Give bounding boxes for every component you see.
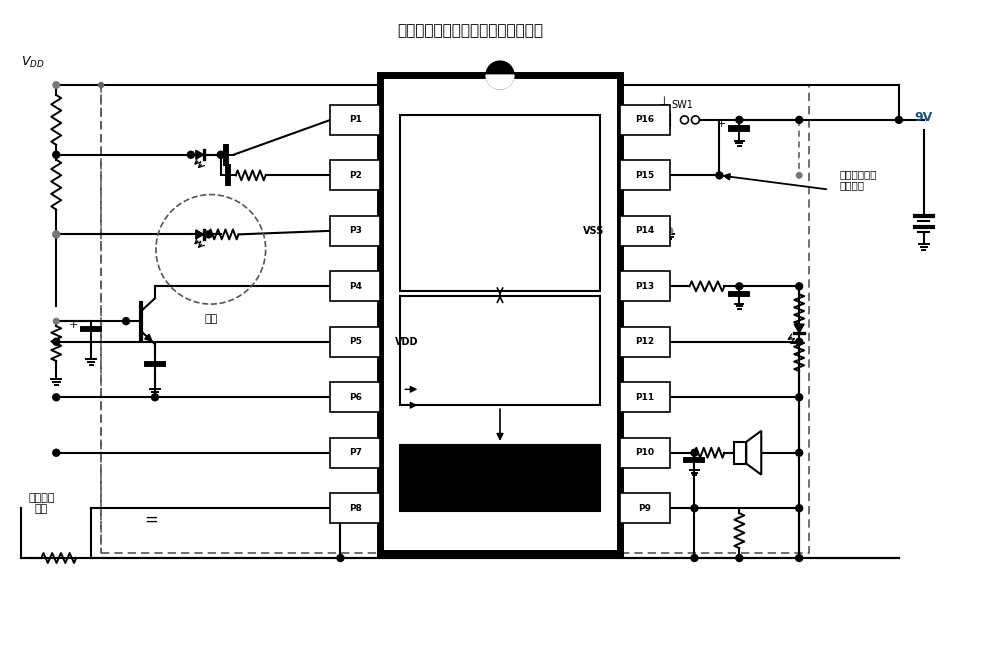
Circle shape <box>52 150 60 159</box>
Circle shape <box>735 282 744 290</box>
Text: P11: P11 <box>635 393 654 402</box>
Bar <box>620 327 670 356</box>
Circle shape <box>795 116 803 124</box>
Text: P2: P2 <box>349 171 362 180</box>
Text: P6: P6 <box>349 393 362 402</box>
Circle shape <box>52 81 60 89</box>
Circle shape <box>151 393 159 402</box>
Circle shape <box>52 449 60 457</box>
Text: 烟腔: 烟腔 <box>204 314 217 324</box>
Circle shape <box>122 317 130 325</box>
Bar <box>620 493 670 523</box>
Text: VDD: VDD <box>395 337 419 347</box>
Bar <box>330 160 380 190</box>
Circle shape <box>666 227 674 235</box>
Bar <box>101 85 809 553</box>
Bar <box>330 216 380 246</box>
Polygon shape <box>746 431 761 475</box>
Bar <box>400 296 600 405</box>
Text: P7: P7 <box>349 448 362 457</box>
Bar <box>400 445 600 511</box>
Text: P10: P10 <box>635 448 654 457</box>
Bar <box>620 383 670 412</box>
Text: P14: P14 <box>635 226 654 235</box>
Bar <box>380 75 620 553</box>
Text: P12: P12 <box>635 337 654 347</box>
Circle shape <box>735 116 744 124</box>
Bar <box>620 160 670 190</box>
Wedge shape <box>486 75 514 89</box>
Circle shape <box>690 449 699 457</box>
Text: P5: P5 <box>349 337 362 347</box>
Circle shape <box>336 554 345 562</box>
Text: SW1: SW1 <box>672 100 693 110</box>
Text: $V_{DD}$: $V_{DD}$ <box>21 55 45 70</box>
Bar <box>330 383 380 412</box>
Polygon shape <box>196 230 204 239</box>
Text: 非计时模式时
此处相连: 非计时模式时 此处相连 <box>839 169 877 190</box>
Circle shape <box>690 554 699 562</box>
Bar <box>330 271 380 301</box>
Bar <box>620 216 670 246</box>
Text: 计时模式或静音功能开启时此处连接: 计时模式或静音功能开启时此处连接 <box>397 23 543 38</box>
Text: 连接其他
单元: 连接其他 单元 <box>28 492 55 514</box>
Bar <box>620 271 670 301</box>
Text: =: = <box>144 511 158 529</box>
Bar <box>330 438 380 468</box>
Bar <box>330 493 380 523</box>
Circle shape <box>715 171 724 180</box>
Text: 9V: 9V <box>915 111 933 124</box>
Circle shape <box>735 554 744 562</box>
Text: +: + <box>717 120 726 129</box>
Circle shape <box>204 230 213 239</box>
Circle shape <box>895 116 903 124</box>
Circle shape <box>187 150 195 159</box>
Polygon shape <box>794 324 804 333</box>
Bar <box>620 105 670 135</box>
Text: P8: P8 <box>349 504 362 513</box>
Circle shape <box>796 172 803 179</box>
Text: P1: P1 <box>349 115 362 124</box>
Text: VSS: VSS <box>583 226 605 236</box>
Circle shape <box>795 337 803 346</box>
Circle shape <box>690 504 699 513</box>
Bar <box>734 442 746 464</box>
Bar <box>400 115 600 291</box>
Polygon shape <box>410 217 440 245</box>
Circle shape <box>795 449 803 457</box>
Circle shape <box>486 61 514 89</box>
Circle shape <box>52 230 60 239</box>
Circle shape <box>52 393 60 402</box>
Circle shape <box>795 393 803 402</box>
Circle shape <box>98 82 104 88</box>
Text: P3: P3 <box>349 226 362 235</box>
Circle shape <box>795 504 803 513</box>
Text: P16: P16 <box>635 115 654 124</box>
Text: P15: P15 <box>635 171 654 180</box>
Bar <box>620 438 670 468</box>
Text: P9: P9 <box>638 504 651 513</box>
Circle shape <box>691 116 699 124</box>
Text: +: + <box>69 320 78 330</box>
Circle shape <box>52 337 60 346</box>
Text: $\perp$: $\perp$ <box>657 95 670 108</box>
Circle shape <box>680 116 688 124</box>
Circle shape <box>795 554 803 562</box>
Bar <box>330 327 380 356</box>
Bar <box>330 105 380 135</box>
Polygon shape <box>196 150 204 159</box>
Text: P4: P4 <box>349 282 362 291</box>
Text: P13: P13 <box>635 282 654 291</box>
Circle shape <box>795 282 803 290</box>
Circle shape <box>217 150 225 159</box>
Circle shape <box>53 318 60 324</box>
